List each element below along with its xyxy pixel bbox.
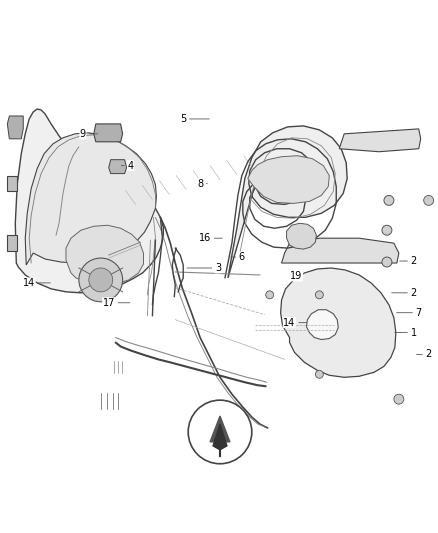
Polygon shape xyxy=(339,129,421,152)
Polygon shape xyxy=(66,225,144,285)
Polygon shape xyxy=(109,160,127,174)
Circle shape xyxy=(266,291,274,299)
Text: 5: 5 xyxy=(180,114,209,124)
Circle shape xyxy=(424,196,434,205)
Text: 3: 3 xyxy=(187,263,221,273)
Circle shape xyxy=(394,394,404,404)
Circle shape xyxy=(382,225,392,235)
Text: 1: 1 xyxy=(395,328,417,337)
Text: 2: 2 xyxy=(399,256,417,266)
Polygon shape xyxy=(286,223,316,249)
Text: 14: 14 xyxy=(23,278,50,288)
Polygon shape xyxy=(228,126,347,278)
Circle shape xyxy=(79,258,123,302)
Text: 6: 6 xyxy=(231,252,245,262)
Polygon shape xyxy=(7,175,17,191)
Circle shape xyxy=(188,400,252,464)
Polygon shape xyxy=(213,424,227,450)
Circle shape xyxy=(384,196,394,205)
Text: 14: 14 xyxy=(283,318,307,328)
Circle shape xyxy=(89,268,113,292)
Text: 17: 17 xyxy=(102,298,130,308)
Circle shape xyxy=(382,257,392,267)
Polygon shape xyxy=(94,124,123,142)
Text: 19: 19 xyxy=(290,271,303,281)
Circle shape xyxy=(315,291,323,299)
Text: 4: 4 xyxy=(121,160,134,171)
Polygon shape xyxy=(281,268,396,377)
Text: 16: 16 xyxy=(199,233,222,243)
Polygon shape xyxy=(307,310,338,340)
Polygon shape xyxy=(248,156,329,204)
Polygon shape xyxy=(7,116,23,139)
Polygon shape xyxy=(15,109,163,293)
Text: 7: 7 xyxy=(397,308,422,318)
Polygon shape xyxy=(282,238,399,263)
Text: 9: 9 xyxy=(80,129,98,139)
Polygon shape xyxy=(210,416,230,442)
Text: 8: 8 xyxy=(197,179,207,189)
Text: 2: 2 xyxy=(417,350,432,359)
Circle shape xyxy=(315,370,323,378)
Polygon shape xyxy=(25,133,156,265)
Text: 2: 2 xyxy=(392,288,417,298)
Polygon shape xyxy=(7,235,17,251)
